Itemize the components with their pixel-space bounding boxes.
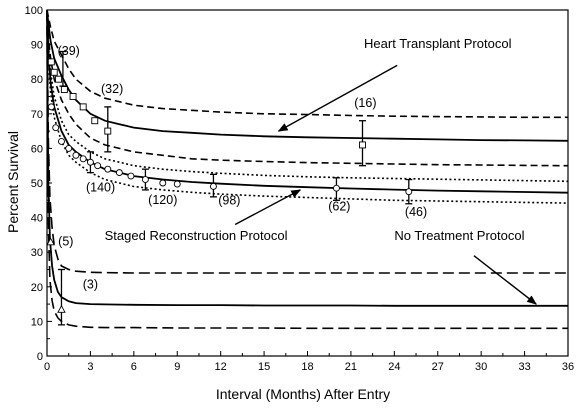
x-tick-label: 18 bbox=[301, 361, 313, 373]
y-tick-label: 90 bbox=[31, 40, 43, 52]
x-tick-label: 15 bbox=[258, 361, 270, 373]
circle-data-point bbox=[127, 172, 135, 180]
circle-data-point bbox=[52, 124, 60, 132]
staged-annotation-arrow bbox=[234, 189, 302, 226]
none-annotation-arrow bbox=[473, 255, 537, 305]
circle-data-point bbox=[332, 184, 340, 192]
y-tick-label: 100 bbox=[25, 5, 43, 17]
x-tick-label: 24 bbox=[388, 361, 400, 373]
triangle-data-point bbox=[57, 304, 66, 313]
heart-annotation-arrow bbox=[277, 64, 398, 132]
x-tick-label: 12 bbox=[215, 361, 227, 373]
x-tick-label: 3 bbox=[87, 361, 93, 373]
square-data-point bbox=[359, 141, 366, 149]
staged-count-label: (46) bbox=[405, 205, 427, 219]
x-tick-label: 30 bbox=[475, 361, 487, 373]
heart-count-label: (32) bbox=[101, 82, 123, 96]
chart-labels: (39) (32) (16) (140) (120) (98) (62) (46) (5) (3)… bbox=[58, 36, 537, 305]
heart-lower-confidence-line bbox=[46, 9, 569, 167]
none-survival-curve bbox=[46, 9, 568, 307]
x-tick-label: 27 bbox=[432, 361, 444, 373]
x-tick-label: 21 bbox=[345, 361, 357, 373]
staged-lower-confidence-line bbox=[46, 9, 569, 204]
circle-data-point bbox=[104, 165, 112, 173]
x-tick-label: 0 bbox=[44, 361, 50, 373]
y-tick-label: 50 bbox=[31, 178, 43, 190]
square-data-point bbox=[91, 117, 99, 125]
heart-error-bar bbox=[59, 50, 67, 87]
triangle-data-point bbox=[46, 237, 55, 246]
heart-survival-curve bbox=[46, 9, 569, 142]
square-data-point bbox=[79, 103, 87, 111]
y-tick-label: 10 bbox=[31, 316, 43, 328]
none-protocol-label: No Treatment Protocol bbox=[394, 228, 524, 243]
square-data-point bbox=[50, 68, 58, 76]
heart-protocol-label: Heart Transplant Protocol bbox=[364, 36, 512, 51]
none-error-bar bbox=[57, 268, 65, 326]
x-tick-label: 36 bbox=[562, 361, 574, 373]
circle-data-point bbox=[173, 180, 181, 188]
square-data-point bbox=[69, 93, 77, 100]
staged-count-label: (120) bbox=[148, 193, 177, 207]
y-tick-label: 80 bbox=[31, 74, 43, 86]
square-data-point bbox=[55, 75, 63, 83]
y-tick-label: 40 bbox=[31, 213, 43, 225]
none-count-label: (5) bbox=[58, 234, 73, 248]
circle-data-point bbox=[58, 138, 65, 145]
staged-count-label: (62) bbox=[328, 200, 350, 214]
circle-data-point bbox=[72, 151, 80, 159]
staged-count-label: (98) bbox=[218, 193, 240, 207]
none-lower-confidence-line bbox=[46, 9, 568, 330]
circle-data-point bbox=[86, 158, 94, 166]
staged-upper-confidence-line bbox=[46, 9, 569, 183]
x-tick-label: 9 bbox=[174, 361, 180, 373]
heart-count-label: (39) bbox=[58, 44, 80, 58]
circle-data-point bbox=[47, 103, 55, 111]
circle-data-point bbox=[405, 188, 413, 196]
x-axis-title: Interval (Months) After Entry bbox=[216, 386, 390, 402]
square-data-point bbox=[104, 127, 112, 135]
circle-data-point bbox=[94, 162, 102, 170]
y-tick-label: 70 bbox=[31, 109, 43, 121]
square-data-point bbox=[60, 86, 68, 94]
data-markers bbox=[46, 50, 413, 326]
heart-upper-confidence-line bbox=[46, 9, 568, 119]
y-axis-title: Percent Survival bbox=[5, 131, 21, 233]
none-count-label: (3) bbox=[83, 278, 98, 292]
y-tick-label: 60 bbox=[31, 143, 43, 155]
heart-count-label: (16) bbox=[354, 96, 376, 110]
y-tick-label: 0 bbox=[37, 351, 43, 363]
staged-protocol-label: Staged Reconstruction Protocol bbox=[105, 228, 288, 243]
x-tick-label: 6 bbox=[131, 361, 137, 373]
plot-area: 0 3 6 9 12 15 18 21 24 27 30 33 36010203040506070809… bbox=[25, 5, 574, 373]
x-tick-label: 33 bbox=[518, 361, 530, 373]
circle-data-point bbox=[65, 144, 73, 152]
circle-data-point bbox=[141, 176, 149, 183]
circle-data-point bbox=[79, 155, 87, 163]
staged-count-label: (140) bbox=[86, 181, 115, 195]
survival-curves bbox=[46, 9, 569, 330]
circle-data-point bbox=[209, 183, 217, 190]
square-data-point bbox=[47, 58, 55, 66]
circle-data-point bbox=[115, 169, 123, 177]
y-tick-label: 30 bbox=[31, 247, 43, 259]
y-tick-label: 20 bbox=[31, 282, 43, 294]
circle-data-point bbox=[159, 179, 167, 187]
